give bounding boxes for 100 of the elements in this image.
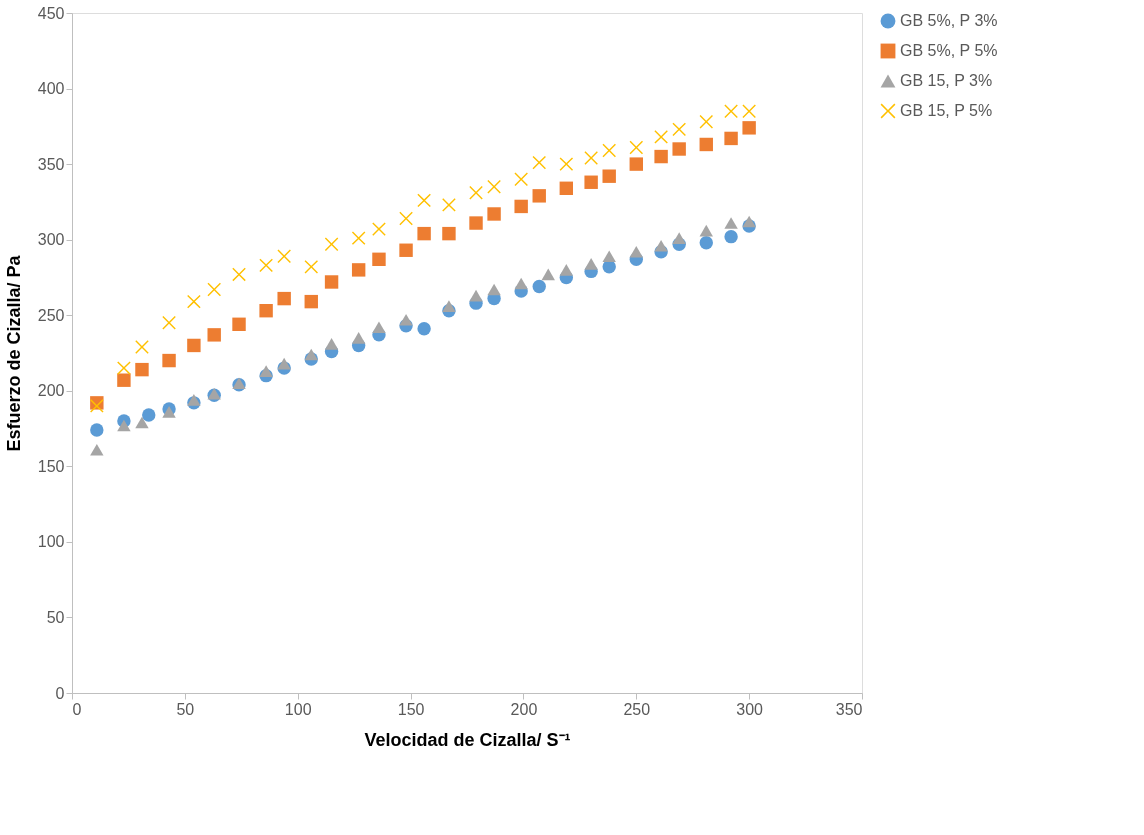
point — [724, 217, 738, 229]
point — [742, 104, 756, 118]
point — [514, 172, 528, 186]
point — [514, 277, 528, 290]
point — [277, 249, 291, 263]
point — [417, 226, 431, 241]
point — [187, 294, 201, 309]
point — [532, 189, 546, 203]
x-tick-label: 300 — [736, 700, 764, 718]
point — [351, 263, 366, 277]
point — [399, 243, 413, 257]
point — [724, 229, 738, 244]
y-tick-label: 100 — [37, 533, 65, 551]
point — [469, 289, 483, 302]
y-tick-label: 150 — [37, 457, 65, 475]
point — [417, 322, 431, 336]
x-tick-label: 150 — [397, 700, 425, 718]
point — [742, 215, 756, 228]
point — [742, 121, 756, 135]
point — [654, 239, 668, 252]
point — [162, 353, 176, 368]
point — [584, 151, 598, 165]
point — [417, 193, 431, 208]
point — [654, 130, 668, 144]
point — [351, 332, 366, 344]
y-axis-title: Esfuerzo de Cizalla/ Pa — [3, 254, 24, 452]
x-tick-label: 100 — [284, 700, 312, 718]
point — [532, 279, 546, 294]
point — [699, 115, 713, 129]
point — [442, 300, 456, 312]
point — [162, 406, 176, 418]
point — [117, 361, 131, 375]
point — [324, 237, 339, 251]
point — [372, 222, 386, 236]
point — [699, 224, 713, 237]
point — [602, 250, 616, 263]
point — [304, 260, 318, 274]
x-tick-label: 200 — [510, 700, 538, 718]
legend-label: GB 15, P 3% — [900, 72, 993, 89]
point — [399, 211, 413, 226]
point — [90, 423, 104, 437]
point — [541, 268, 555, 281]
point — [399, 313, 413, 326]
point — [117, 419, 131, 432]
y-tick-label: 300 — [37, 231, 65, 249]
point — [372, 252, 386, 267]
point — [135, 416, 149, 429]
point — [232, 267, 246, 282]
point — [654, 149, 668, 164]
y-tick-label: 250 — [37, 306, 65, 324]
point — [207, 328, 221, 342]
point — [259, 258, 273, 273]
y-tick-label: 0 — [55, 684, 65, 702]
point — [187, 338, 201, 353]
x-tick-label: 50 — [176, 700, 195, 718]
x-tick-label: 350 — [835, 700, 863, 718]
point — [259, 303, 273, 318]
y-tick-label: 450 — [37, 4, 65, 22]
point — [117, 373, 131, 387]
point — [442, 198, 456, 212]
point — [232, 317, 246, 331]
point — [559, 181, 574, 195]
point — [135, 340, 149, 354]
x-tick-label: 250 — [623, 700, 651, 718]
point — [469, 216, 483, 230]
point — [304, 294, 318, 309]
point — [724, 104, 738, 118]
point — [672, 142, 686, 156]
point — [90, 443, 104, 456]
point — [304, 348, 318, 361]
point — [672, 122, 686, 137]
point — [372, 321, 386, 334]
y-tick-label: 50 — [46, 608, 65, 626]
legend-label: GB 5%, P 5% — [900, 42, 998, 59]
point — [207, 282, 221, 297]
point — [629, 140, 643, 155]
point — [629, 245, 643, 258]
point — [162, 316, 176, 330]
point — [514, 199, 528, 214]
y-tick-label: 400 — [37, 80, 65, 98]
point — [559, 264, 574, 276]
point — [672, 232, 686, 244]
point — [602, 260, 616, 274]
point — [584, 175, 598, 189]
x-axis-title: Velocidad de Cizalla/ S⁻¹ — [364, 729, 571, 750]
point — [532, 155, 546, 170]
y-tick-label: 200 — [37, 382, 65, 400]
point — [602, 143, 616, 158]
point — [442, 226, 456, 241]
point — [187, 394, 201, 406]
legend-label: GB 5%, P 3% — [900, 12, 998, 29]
point — [724, 131, 738, 146]
point — [487, 180, 501, 194]
point — [629, 157, 643, 171]
point — [259, 365, 273, 377]
point — [584, 258, 598, 270]
point — [142, 408, 156, 422]
point — [277, 357, 291, 370]
point — [559, 157, 574, 171]
point — [699, 137, 713, 152]
